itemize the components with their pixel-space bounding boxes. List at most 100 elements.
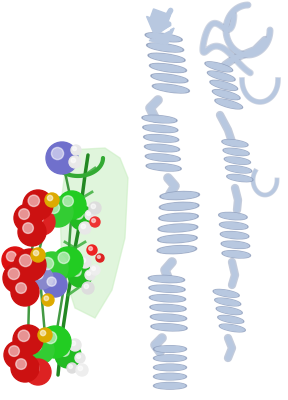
Ellipse shape [218,316,244,323]
Ellipse shape [220,232,249,239]
Ellipse shape [152,84,190,93]
Ellipse shape [215,298,241,306]
Ellipse shape [214,290,238,296]
Ellipse shape [151,305,185,311]
Circle shape [28,195,39,206]
Circle shape [19,209,29,219]
Circle shape [40,330,46,336]
Ellipse shape [150,276,183,282]
Ellipse shape [216,299,240,305]
Ellipse shape [216,307,242,314]
Circle shape [48,202,60,214]
Circle shape [75,353,85,363]
Ellipse shape [160,236,196,242]
Ellipse shape [221,325,244,331]
Ellipse shape [159,246,195,253]
Circle shape [92,219,96,222]
Circle shape [39,326,71,358]
Ellipse shape [159,202,199,210]
Ellipse shape [222,242,248,248]
Circle shape [68,263,92,287]
Ellipse shape [226,166,252,173]
Circle shape [31,248,45,262]
Circle shape [16,359,26,370]
Circle shape [69,365,73,368]
Circle shape [4,341,32,369]
Ellipse shape [160,192,200,200]
Ellipse shape [146,145,178,151]
Ellipse shape [148,44,182,51]
Ellipse shape [155,365,185,370]
Circle shape [87,212,90,216]
Ellipse shape [209,72,234,80]
Ellipse shape [228,175,252,181]
Circle shape [2,247,28,273]
Circle shape [26,336,54,364]
FancyArrow shape [147,9,171,34]
Ellipse shape [221,223,247,229]
Circle shape [3,263,33,293]
Ellipse shape [158,235,197,243]
Ellipse shape [154,346,187,352]
Circle shape [23,190,53,220]
Circle shape [55,342,81,368]
Ellipse shape [162,192,198,199]
Ellipse shape [207,71,235,81]
Ellipse shape [151,74,188,83]
Circle shape [74,210,83,219]
Circle shape [47,277,56,286]
Circle shape [84,284,89,289]
Ellipse shape [149,285,185,292]
Circle shape [96,254,104,262]
Circle shape [69,156,81,168]
Circle shape [72,267,81,276]
Circle shape [58,191,86,219]
Circle shape [33,250,39,256]
Circle shape [13,325,43,355]
Circle shape [43,273,67,297]
Circle shape [29,364,39,373]
Circle shape [8,268,20,280]
Ellipse shape [147,43,184,52]
Circle shape [90,265,100,275]
Ellipse shape [222,251,251,258]
Circle shape [29,209,55,235]
Circle shape [42,294,54,306]
Ellipse shape [219,324,245,332]
FancyArrow shape [149,28,174,45]
Ellipse shape [213,90,240,100]
Circle shape [19,254,32,267]
Ellipse shape [154,355,187,362]
Circle shape [11,278,39,306]
Ellipse shape [145,154,180,162]
Circle shape [97,255,101,258]
Circle shape [87,245,97,255]
Ellipse shape [153,74,186,82]
Ellipse shape [151,296,184,301]
Circle shape [44,296,49,301]
Circle shape [52,148,64,160]
Ellipse shape [151,286,183,292]
Circle shape [38,328,52,342]
Circle shape [89,247,92,250]
Circle shape [6,252,16,261]
Circle shape [63,196,73,206]
Ellipse shape [210,80,238,90]
Circle shape [81,258,86,263]
Circle shape [85,210,95,220]
Circle shape [53,247,83,277]
Ellipse shape [151,324,187,331]
Ellipse shape [227,166,251,172]
Circle shape [11,354,39,382]
Ellipse shape [148,53,185,62]
Ellipse shape [150,54,183,62]
Ellipse shape [155,346,185,352]
Circle shape [77,355,81,358]
Circle shape [18,330,29,342]
Ellipse shape [147,154,179,161]
Circle shape [91,204,96,209]
Ellipse shape [152,315,185,320]
Ellipse shape [227,174,253,182]
Circle shape [90,217,100,227]
Circle shape [16,283,26,293]
